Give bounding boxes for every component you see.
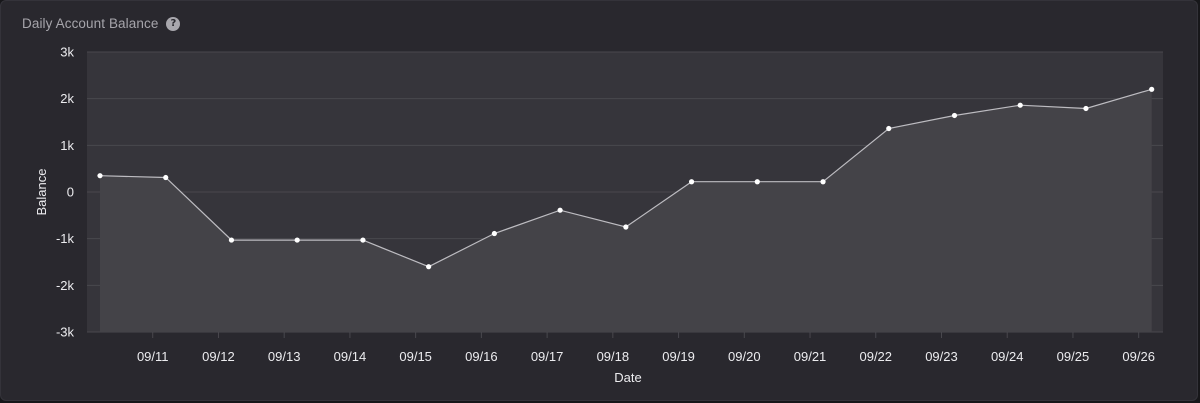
chart-header: Daily Account Balance ? <box>22 16 181 31</box>
data-point[interactable] <box>1083 105 1089 112</box>
data-point[interactable] <box>163 174 169 181</box>
y-tick-label: 1k <box>60 138 74 153</box>
data-point[interactable] <box>360 237 366 243</box>
y-tick-label: 0 <box>67 185 74 200</box>
x-tick-label: 09/18 <box>597 349 630 364</box>
x-tick-label: 09/25 <box>1057 349 1090 364</box>
data-point[interactable] <box>886 125 892 132</box>
data-point[interactable] <box>97 173 103 179</box>
data-point[interactable] <box>228 237 235 243</box>
y-tick-label: 3k <box>60 45 74 60</box>
x-tick-label: 09/14 <box>334 349 367 364</box>
balance-area <box>100 89 1152 332</box>
x-tick-label: 09/13 <box>268 349 301 364</box>
data-point[interactable] <box>820 179 826 185</box>
data-point[interactable] <box>294 237 300 243</box>
x-tick-label: 09/17 <box>531 349 564 364</box>
question-circle-icon[interactable]: ? <box>166 16 181 31</box>
y-tick-label: -3k <box>56 325 75 340</box>
x-tick-label: 09/22 <box>859 349 892 364</box>
x-axis-ticks: 09/11 09/12 09/13 09/14 09/15 09/16 09/17 09/18… <box>137 332 1155 364</box>
y-tick-label: -1k <box>56 231 75 246</box>
data-point[interactable] <box>491 230 497 237</box>
x-tick-label: 09/11 <box>137 349 169 364</box>
y-tick-label: -2k <box>56 278 75 293</box>
data-points <box>97 86 1155 270</box>
x-tick-label: 09/15 <box>399 349 432 364</box>
y-axis-label: Balance <box>34 169 49 216</box>
data-point[interactable] <box>623 224 629 230</box>
x-tick-label: 09/19 <box>662 349 695 364</box>
data-point[interactable] <box>1149 86 1155 92</box>
data-point[interactable] <box>754 179 760 185</box>
data-point[interactable] <box>951 112 958 119</box>
data-point[interactable] <box>426 264 432 270</box>
x-tick-label: 09/24 <box>991 349 1024 364</box>
y-tick-label: 2k <box>60 91 74 106</box>
x-tick-label: 09/26 <box>1122 349 1155 364</box>
x-axis-label: Date <box>614 370 641 385</box>
x-tick-label: 09/21 <box>794 349 827 364</box>
x-tick-label: 09/16 <box>465 349 498 364</box>
x-tick-label: 09/20 <box>728 349 761 364</box>
data-point[interactable] <box>1017 102 1023 108</box>
x-tick-label: 09/23 <box>925 349 958 364</box>
data-point[interactable] <box>557 207 563 213</box>
x-tick-label: 09/12 <box>202 349 235 364</box>
chart-title: Daily Account Balance <box>22 16 159 31</box>
y-axis-ticks: 3k 2k 1k 0 -1k -2k -3k <box>56 45 75 340</box>
data-point[interactable] <box>688 179 695 185</box>
